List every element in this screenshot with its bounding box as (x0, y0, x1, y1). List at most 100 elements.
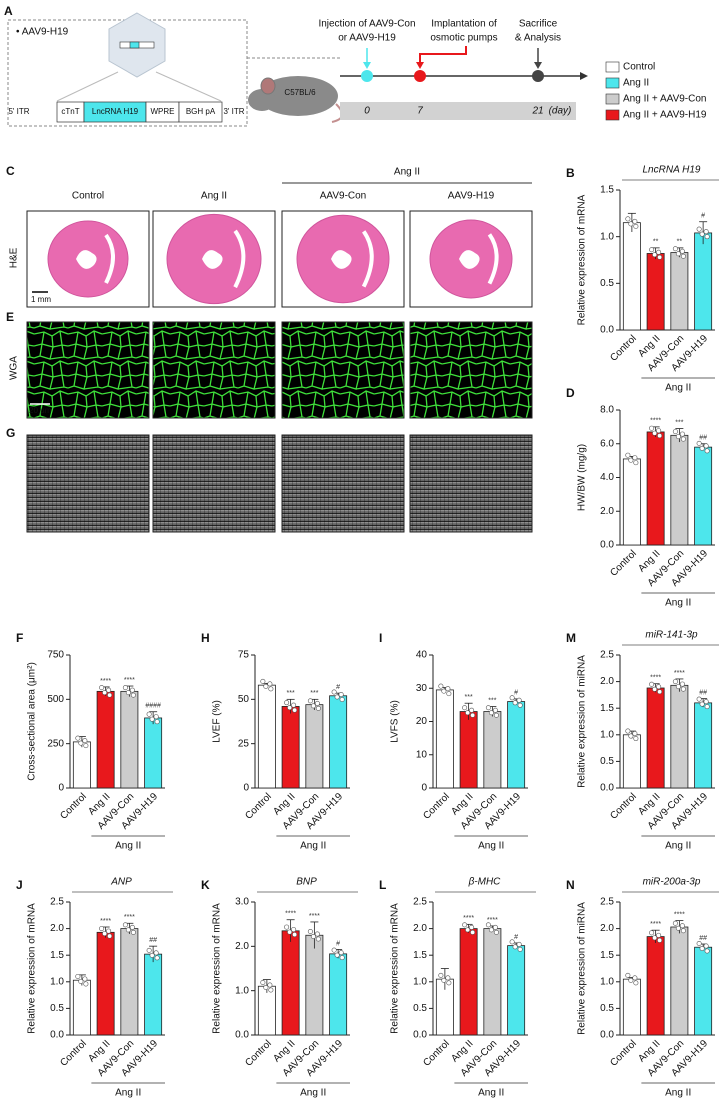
event-arrow (419, 46, 467, 66)
data-point (446, 980, 452, 986)
bar (622, 978, 641, 1036)
y-tick-label: 1.5 (50, 950, 64, 961)
data-point (82, 976, 88, 982)
data-point (263, 984, 269, 990)
y-tick-label: 2.0 (600, 676, 614, 687)
data-point (125, 690, 131, 696)
y-tick-label: 2.0 (600, 506, 614, 517)
data-point (679, 923, 685, 929)
data-point (315, 705, 321, 711)
bar (622, 734, 641, 789)
mouse-body (258, 76, 338, 116)
zoom-line (56, 71, 119, 102)
y-tick-label: 25 (238, 738, 250, 749)
data-point (652, 686, 658, 692)
data-point (339, 955, 345, 961)
data-point (656, 249, 662, 255)
data-point (704, 448, 710, 454)
data-point (516, 941, 522, 947)
group-label: Ang II (478, 841, 504, 852)
data-point (657, 689, 663, 695)
significance: ** (677, 239, 683, 246)
data-point (99, 926, 105, 932)
bar (144, 717, 163, 789)
significance: *** (287, 690, 295, 697)
construct-label: WPRE (151, 107, 175, 116)
data-point (492, 924, 498, 930)
data-point (106, 928, 112, 934)
group-label: Ang II (665, 1088, 691, 1099)
data-point (696, 226, 702, 232)
significance: **** (124, 677, 135, 684)
ventricle-lumen (76, 250, 97, 269)
data-point (649, 681, 655, 687)
row-label: WGA (9, 356, 20, 380)
data-point (445, 975, 451, 981)
x-tick-label: Control (421, 1038, 452, 1069)
data-point (679, 431, 685, 437)
y-tick-label: 1.0 (600, 231, 614, 242)
data-point (107, 692, 113, 698)
data-point (649, 247, 655, 253)
x-tick-label: Control (243, 1038, 274, 1069)
bar (96, 690, 115, 789)
significance: ## (699, 435, 707, 442)
construct-label: LncRNA H19 (92, 107, 139, 116)
y-axis-label: LVEF (%) (212, 700, 223, 743)
chart-title: miR-200a-3p (643, 877, 701, 888)
data-point (334, 952, 340, 958)
ventricle-lumen (361, 230, 374, 288)
data-point (75, 735, 81, 741)
data-point (291, 927, 297, 933)
group-label: Ang II (300, 841, 326, 852)
data-point (338, 692, 344, 698)
significance: # (336, 940, 340, 947)
echo-image (281, 434, 405, 533)
group-label: Ang II (665, 598, 691, 609)
bar (507, 945, 526, 1036)
construct-label: BGH pA (186, 107, 216, 116)
data-point (680, 253, 686, 259)
significance: *** (465, 694, 473, 701)
bar (305, 704, 324, 789)
data-point (287, 705, 293, 711)
data-point (488, 927, 494, 933)
significance: *** (310, 690, 318, 697)
y-tick-label: 1.0 (600, 729, 614, 740)
data-point (129, 687, 135, 693)
data-point (291, 702, 297, 708)
data-point (153, 950, 159, 956)
y-axis-label: Relative expression of mRNA (390, 903, 401, 1034)
ventricle-lumen (104, 233, 115, 284)
y-tick-label: 0 (58, 783, 64, 794)
panel-letter: D (566, 386, 575, 400)
x-tick-label: Control (243, 791, 274, 822)
y-tick-label: 0.0 (600, 325, 614, 336)
data-point (512, 700, 518, 706)
bar (622, 458, 641, 546)
data-point (703, 229, 709, 235)
panel-letter: L (379, 878, 386, 892)
data-point (314, 700, 320, 706)
column-title: Ang II (201, 191, 227, 202)
data-point (699, 445, 705, 451)
data-point (512, 944, 518, 950)
panel-letter: E (6, 310, 14, 324)
bar (646, 253, 665, 331)
data-point (331, 689, 337, 695)
bar (281, 706, 300, 789)
bar (72, 979, 91, 1036)
bar (120, 690, 139, 789)
data-point (703, 943, 709, 949)
bar (670, 684, 689, 789)
bar (483, 928, 502, 1036)
legend-label: Ang II (623, 78, 649, 89)
construct-element (178, 101, 223, 123)
data-point (625, 216, 631, 222)
data-point (82, 738, 88, 744)
data-point (633, 223, 639, 229)
significance: **** (650, 921, 661, 928)
significance: **** (463, 915, 474, 922)
data-point (154, 719, 160, 725)
